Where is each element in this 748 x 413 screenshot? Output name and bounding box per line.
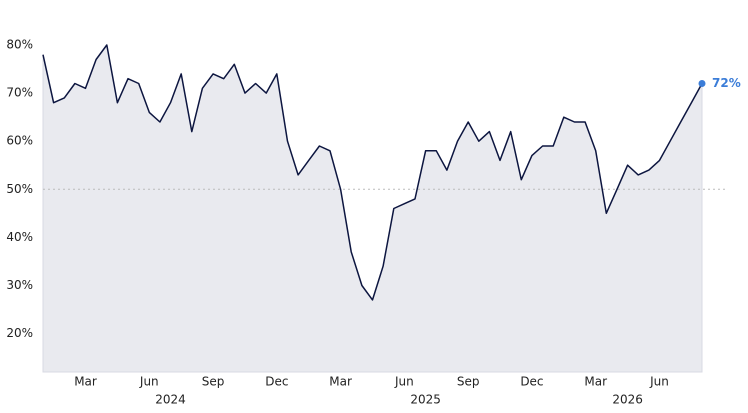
y-tick-label: 70% <box>6 86 33 100</box>
y-tick-label: 80% <box>6 38 33 52</box>
x-tick-label: Jun <box>649 375 669 389</box>
y-tick-label: 50% <box>6 182 33 196</box>
x-tick-label: Dec <box>520 375 543 389</box>
x-tick-label: Mar <box>584 375 607 389</box>
y-tick-label: 20% <box>6 326 33 340</box>
y-tick-label: 30% <box>6 278 33 292</box>
x-group-label: 2026 <box>612 393 643 407</box>
x-tick-label: Mar <box>74 375 97 389</box>
end-label: 72% <box>712 76 741 90</box>
y-tick-label: 40% <box>6 230 33 244</box>
x-group-label: 2024 <box>155 393 186 407</box>
x-tick-label: Dec <box>265 375 288 389</box>
x-group-label: 2025 <box>410 393 441 407</box>
line <box>42 44 703 301</box>
end-dot <box>698 80 706 88</box>
x-tick-label: Sep <box>202 375 225 389</box>
x-tick-label: Mar <box>329 375 352 389</box>
y-tick-label: 60% <box>6 134 33 148</box>
x-tick-label: Jun <box>139 375 159 389</box>
x-tick-label: Jun <box>394 375 414 389</box>
x-tick-label: Sep <box>457 375 480 389</box>
